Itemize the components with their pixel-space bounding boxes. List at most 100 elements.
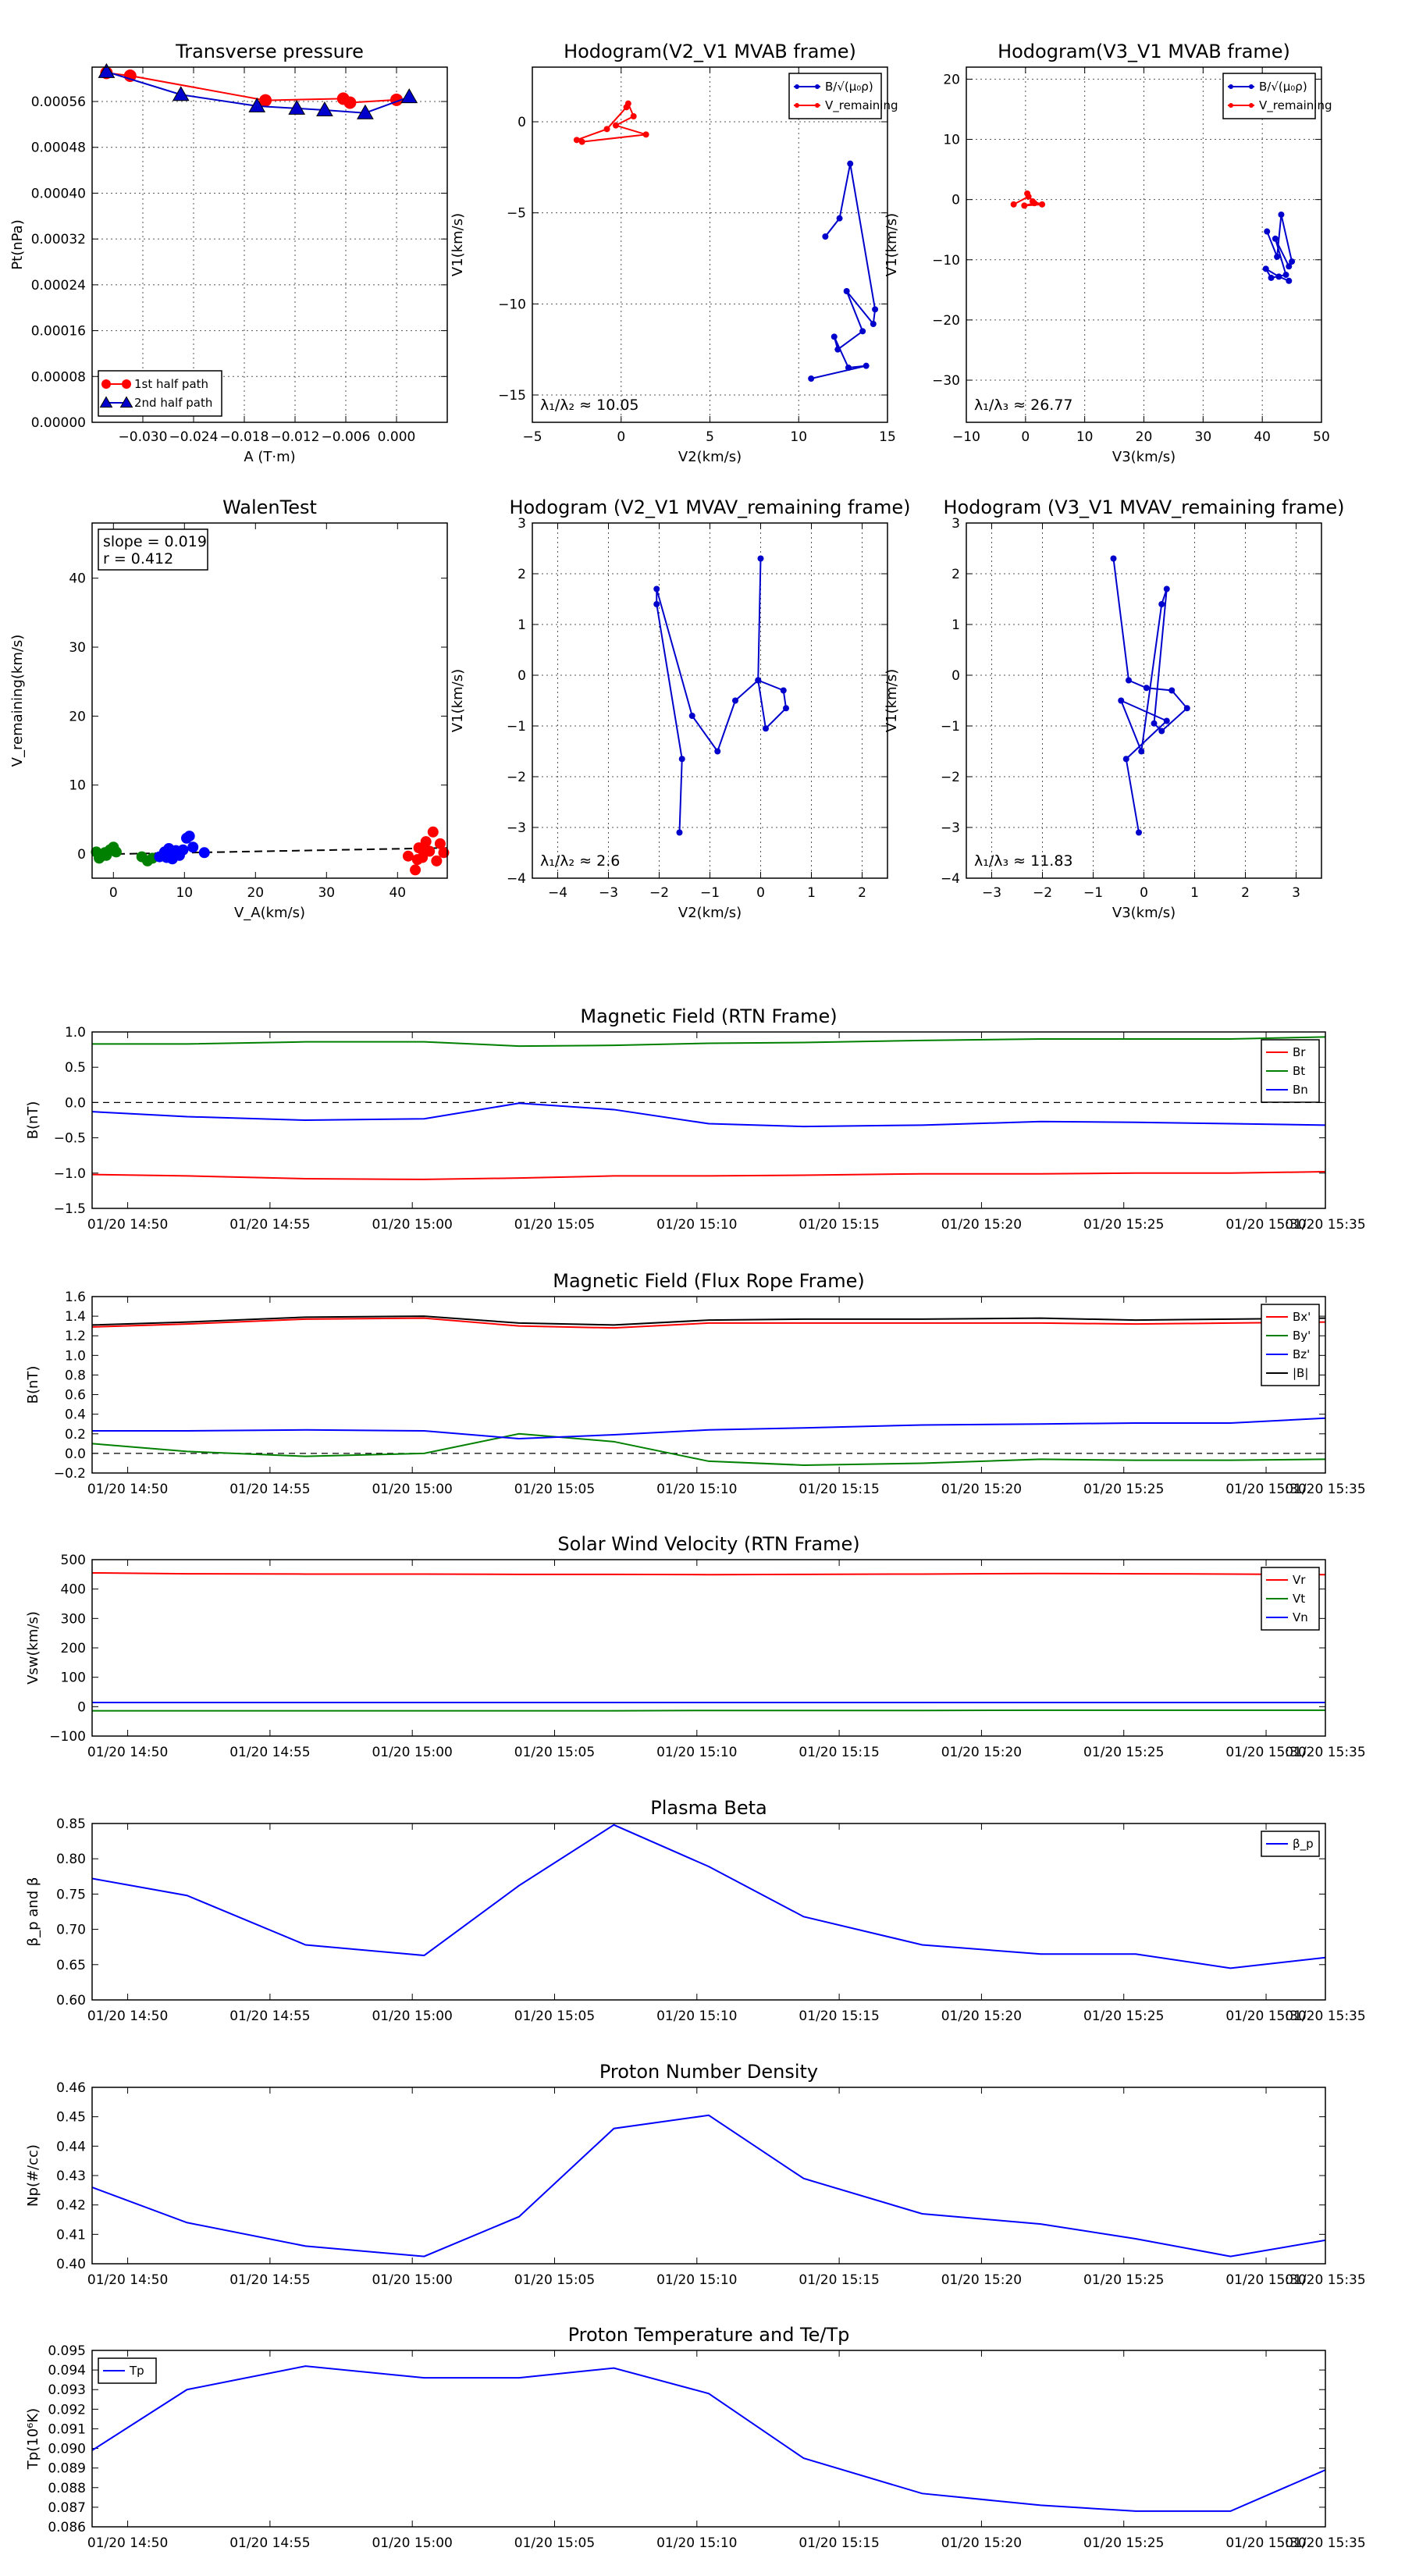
y-tick-label: 0.00000 — [31, 415, 86, 431]
data-point — [630, 113, 637, 119]
y-tick-label: 0.090 — [48, 2442, 86, 2457]
x-tick-label: 10 — [1076, 429, 1094, 445]
time-tick-label: 01/20 15:35 — [1285, 2535, 1365, 2551]
data-point — [109, 845, 121, 857]
legend-marker — [99, 396, 113, 408]
time-tick-label: 01/20 15:05 — [514, 2008, 595, 2024]
time-tick-label: 01/20 15:10 — [656, 2008, 737, 2024]
y-axis-label: V1(km/s) — [884, 669, 900, 732]
h4-frame — [966, 522, 1322, 879]
x-tick-label: −2 — [649, 885, 669, 901]
x-tick-label: −3 — [599, 885, 618, 901]
y-tick-label: 0.70 — [56, 1923, 86, 1938]
y-tick-label: 0.00032 — [31, 232, 86, 247]
legend-marker — [1249, 103, 1254, 108]
x-tick-label: 3 — [1292, 885, 1300, 901]
data-point — [1282, 272, 1289, 279]
legend-label: 1st half path — [134, 377, 208, 391]
x-tick-label: −0.018 — [220, 429, 269, 445]
x-tick-label: 10 — [790, 429, 807, 445]
chart-title: Proton Number Density — [599, 2061, 818, 2083]
time-tick-label: 01/20 15:25 — [1083, 1217, 1164, 1233]
x-axis-label: V3(km/s) — [1112, 449, 1176, 465]
data-point — [732, 697, 738, 704]
x-axis-label: V_A(km/s) — [234, 905, 305, 921]
y-tick-label: 20 — [69, 709, 86, 724]
time-tick-label: 01/20 15:30 — [1225, 2008, 1306, 2024]
h1-panel: −5 0 5 10 15 0 −5 −10 −15 Hodogram(V2_V1 MVAB fra… — [450, 41, 898, 465]
series-line-1 — [92, 1432, 1325, 1466]
y-axis-label: B(nT) — [25, 1366, 41, 1404]
time-tick-label: 01/20 14:55 — [229, 2535, 310, 2551]
y-tick-label: 0.095 — [48, 2343, 86, 2359]
legend-box — [1261, 1304, 1320, 1386]
y-tick-label: −15 — [498, 388, 526, 404]
y-tick-label: 0.42 — [56, 2198, 86, 2214]
y-tick-label: 0.45 — [56, 2110, 86, 2126]
y-tick-label: 0.00040 — [31, 186, 86, 201]
x-tick-label: 40 — [1254, 429, 1271, 445]
beta-panel: 01/20 14:50 01/20 14:55 01/20 15:00 01/20 1… — [25, 1797, 1366, 2024]
y-tick-label: 0 — [77, 1699, 86, 1715]
y-tick-label: 0.093 — [48, 2382, 86, 2398]
data-point — [573, 137, 580, 144]
time-tick-label: 01/20 15:30 — [1225, 1745, 1306, 1760]
y-axis-label: V1(km/s) — [884, 213, 900, 276]
data-point — [831, 333, 838, 340]
data-point — [1110, 555, 1117, 562]
time-tick-label: 01/20 15:25 — [1083, 2272, 1164, 2288]
time-tick-label: 01/20 15:00 — [372, 2535, 452, 2551]
legend-label: Bn — [1293, 1083, 1308, 1097]
series-line-0 — [92, 1170, 1325, 1180]
stats-box — [98, 528, 208, 571]
time-tick-label: 01/20 15:00 — [372, 1482, 452, 1497]
data-point — [1163, 585, 1170, 592]
chart-title: Hodogram(V2_V1 MVAB frame) — [564, 41, 856, 62]
chart-title: Plasma Beta — [650, 1797, 767, 1819]
x-tick-label: −0.030 — [119, 429, 168, 445]
time-tick-label: 01/20 15:15 — [799, 2008, 879, 2024]
x-tick-label: −1 — [1083, 885, 1103, 901]
data-point — [1031, 200, 1038, 207]
chart-title: Hodogram(V3_V1 MVAB frame) — [998, 41, 1290, 62]
time-tick-label: 01/20 14:50 — [87, 2535, 168, 2551]
x-tick-label: 0 — [617, 429, 625, 445]
x-tick-label: −0.012 — [271, 429, 320, 445]
series-line-1 — [92, 1709, 1325, 1712]
walen-panel: 0 10 20 30 40 0 10 20 30 40 WalenTest V_A(km/s) V_re… — [9, 496, 450, 921]
data-point — [843, 288, 850, 294]
legend-marker — [1229, 103, 1233, 108]
time-tick-label: 01/20 15:25 — [1083, 2008, 1164, 2024]
legend-label: 2nd half path — [134, 396, 212, 410]
pt-frame — [91, 66, 448, 423]
time-tick-label: 01/20 15:25 — [1083, 2535, 1164, 2551]
data-point — [1268, 274, 1275, 281]
y-axis-label: Vsw(km/s) — [25, 1611, 41, 1685]
series-line-1 — [92, 1036, 1325, 1048]
y-tick-label: 0 — [951, 193, 960, 208]
time-tick-label: 01/20 15:05 — [514, 1482, 595, 1497]
y-tick-label: 0 — [77, 847, 86, 863]
data-point — [101, 849, 112, 861]
h3-frame — [532, 522, 888, 879]
y-tick-label: 0.80 — [56, 1852, 86, 1867]
data-point — [872, 306, 879, 313]
data-point — [418, 844, 430, 856]
x-tick-label: 1 — [807, 885, 816, 901]
x-tick-label: 30 — [318, 885, 335, 901]
series-line-2 — [92, 1102, 1325, 1128]
tp-frame — [91, 2350, 1326, 2528]
legend-label: Br — [1293, 1045, 1306, 1059]
series-line-1 — [576, 101, 646, 143]
data-point — [578, 138, 585, 145]
legend-marker — [795, 103, 799, 108]
x-axis-label: V2(km/s) — [678, 905, 742, 921]
y-tick-label: −3 — [941, 820, 960, 836]
data-point — [863, 362, 870, 369]
x-tick-label: 20 — [247, 885, 264, 901]
legend-marker — [815, 103, 820, 108]
y-tick-label: −10 — [932, 253, 960, 269]
time-tick-label: 01/20 15:00 — [372, 1217, 452, 1233]
legend-label: β_p — [1293, 1837, 1314, 1852]
x-tick-label: 2 — [858, 885, 866, 901]
